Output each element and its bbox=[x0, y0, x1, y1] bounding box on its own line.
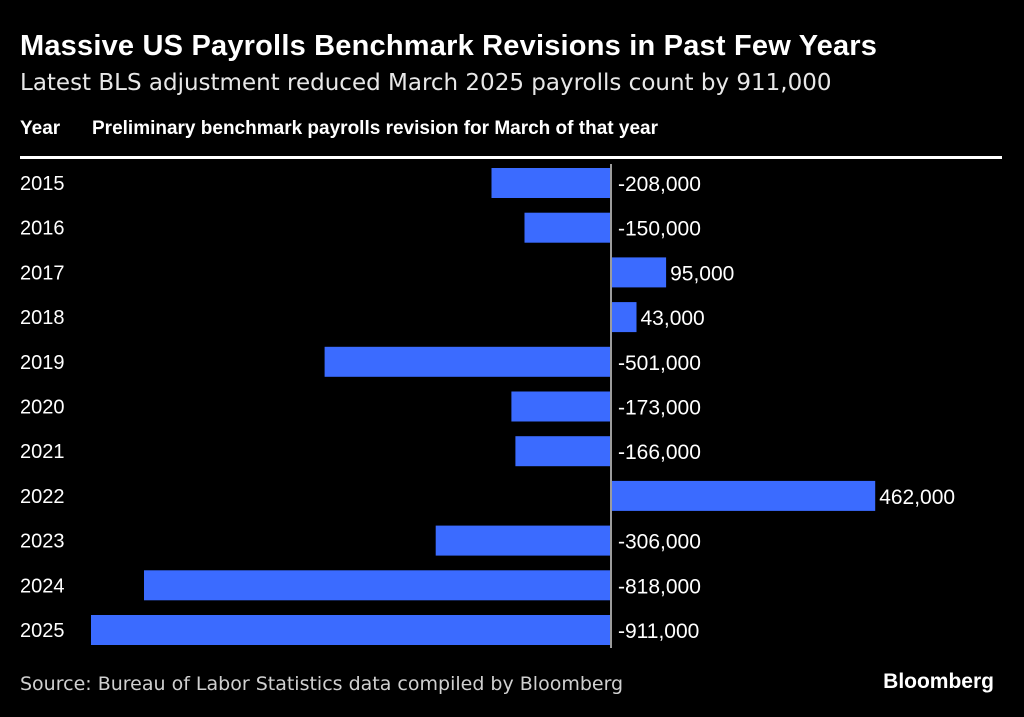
year-label: 2018 bbox=[20, 307, 65, 329]
bar-chart: 2015 -208,000 2016 -150,000 2017 95,000 2018 43… bbox=[20, 164, 955, 648]
bar bbox=[612, 480, 876, 511]
bar bbox=[435, 525, 610, 556]
bar bbox=[491, 168, 610, 198]
bar bbox=[612, 302, 637, 333]
value-label: -501,000 bbox=[618, 352, 701, 375]
value-label: -911,000 bbox=[618, 620, 699, 643]
value-label: 462,000 bbox=[879, 486, 955, 509]
bloomberg-logo: Bloomberg bbox=[883, 670, 994, 693]
value-label: 43,000 bbox=[641, 307, 705, 330]
header-divider bbox=[20, 156, 1002, 159]
value-label: -818,000 bbox=[618, 575, 701, 598]
year-label: 2023 bbox=[20, 531, 65, 553]
bar bbox=[144, 570, 610, 601]
chart-title: Massive US Payrolls Benchmark Revisions … bbox=[20, 30, 878, 62]
value-label: -208,000 bbox=[618, 173, 701, 196]
bar bbox=[91, 615, 610, 645]
year-label: 2016 bbox=[20, 218, 65, 240]
value-label: -166,000 bbox=[618, 441, 701, 464]
year-label: 2020 bbox=[20, 397, 65, 419]
bar bbox=[515, 436, 610, 467]
year-column-header: Year bbox=[20, 118, 61, 139]
value-label: -150,000 bbox=[618, 218, 701, 241]
bar bbox=[511, 391, 610, 422]
revision-column-header: Preliminary benchmark payrolls revision … bbox=[92, 118, 658, 139]
source-note: Source: Bureau of Labor Statistics data … bbox=[20, 673, 624, 695]
bar bbox=[612, 257, 667, 288]
value-label: 95,000 bbox=[670, 262, 734, 285]
year-label: 2022 bbox=[20, 486, 65, 508]
value-label: -173,000 bbox=[618, 397, 701, 420]
value-label: -306,000 bbox=[618, 531, 701, 554]
year-label: 2025 bbox=[20, 620, 65, 642]
year-label: 2024 bbox=[20, 575, 65, 597]
year-label: 2021 bbox=[20, 441, 65, 463]
chart-subtitle: Latest BLS adjustment reduced March 2025… bbox=[20, 70, 832, 96]
year-label: 2015 bbox=[20, 173, 65, 195]
year-label: 2017 bbox=[20, 262, 65, 284]
year-label: 2019 bbox=[20, 352, 65, 374]
bar bbox=[524, 212, 610, 243]
bar bbox=[324, 346, 610, 377]
